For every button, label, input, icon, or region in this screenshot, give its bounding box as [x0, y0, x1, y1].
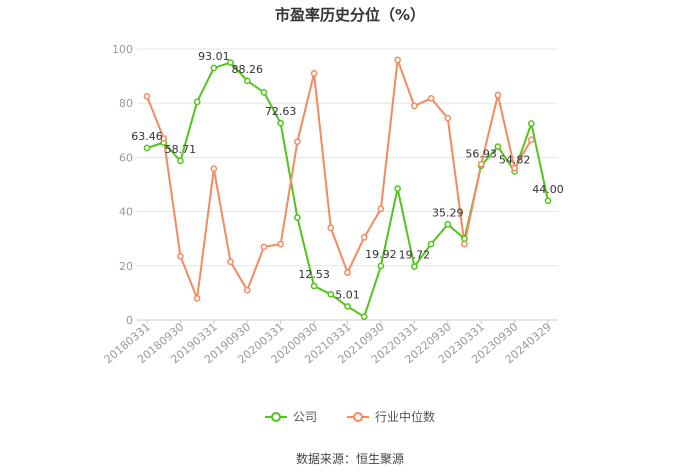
- series-line-company: [146, 61, 549, 318]
- data-label: 58.71: [165, 143, 197, 156]
- y-tick-label: 80: [119, 97, 133, 110]
- data-label: 63.46: [131, 130, 163, 143]
- data-point-company: [227, 59, 234, 66]
- data-point-company: [360, 313, 368, 321]
- data-label: 88.26: [232, 63, 264, 76]
- data-point-industry: [143, 93, 151, 100]
- data-point-company: [243, 77, 251, 85]
- data-point-company: [527, 120, 535, 127]
- data-point-company: [344, 303, 351, 310]
- series-lines: [146, 58, 549, 318]
- data-point-company: [193, 98, 201, 106]
- data-point-company: [410, 263, 418, 270]
- data-label: 19.72: [399, 249, 431, 262]
- y-tick-label: 40: [119, 206, 133, 219]
- data-point-industry: [227, 258, 234, 266]
- data-point-company: [294, 214, 301, 221]
- data-point-company: [210, 64, 218, 72]
- data-point-company: [177, 157, 184, 165]
- data-point-industry: [511, 164, 518, 172]
- y-tick-label: 0: [126, 314, 133, 327]
- y-tick-label: 100: [112, 43, 133, 56]
- data-point-company: [327, 290, 335, 298]
- legend-item-industry[interactable]: 行业中位数: [347, 408, 435, 425]
- legend-label-industry: 行业中位数: [375, 410, 436, 424]
- data-point-industry: [461, 240, 468, 248]
- data-label: 72.63: [265, 105, 297, 118]
- data-label: 54.82: [499, 153, 531, 166]
- data-point-industry: [360, 233, 368, 241]
- y-tick-label: 60: [119, 151, 133, 164]
- data-point-company: [444, 221, 452, 228]
- data-point-industry: [410, 102, 418, 110]
- data-point-industry: [294, 138, 301, 146]
- data-point-industry: [394, 56, 401, 64]
- chart-title: 市盈率历史分位（%）: [274, 6, 426, 24]
- data-point-industry: [527, 136, 535, 144]
- data-source: 数据来源：恒生聚源: [295, 452, 404, 466]
- data-point-industry: [327, 224, 335, 232]
- legend-label-company: 公司: [292, 410, 317, 424]
- data-point-company: [494, 143, 502, 150]
- data-point-industry: [427, 94, 435, 102]
- series-points: [143, 56, 552, 321]
- data-label: 35.29: [432, 206, 464, 219]
- data-point-company: [260, 89, 268, 96]
- x-axis: 2018033120180930201903312019093020200331…: [102, 319, 558, 366]
- data-label: 93.01: [198, 50, 230, 63]
- legend-item-company[interactable]: 公司: [264, 408, 317, 425]
- data-point-industry: [494, 91, 502, 99]
- data-label: 56.93: [465, 148, 497, 161]
- data-point-company: [277, 119, 285, 127]
- data-point-industry: [344, 269, 351, 276]
- data-point-industry: [377, 205, 385, 213]
- data-label: 44.00: [532, 183, 564, 196]
- data-point-company: [394, 185, 401, 192]
- data-point-industry: [277, 240, 285, 248]
- data-label: 5.01: [335, 288, 360, 301]
- data-point-company: [143, 144, 151, 152]
- data-point-company: [377, 262, 385, 270]
- data-point-industry: [160, 135, 168, 142]
- data-point-company: [544, 197, 552, 205]
- data-point-industry: [477, 160, 485, 168]
- legend-swatch-industry: [347, 411, 369, 422]
- data-point-company: [427, 240, 435, 248]
- data-label: 19.92: [365, 248, 397, 261]
- data-point-industry: [243, 286, 251, 294]
- y-tick-label: 20: [119, 260, 133, 273]
- data-point-industry: [310, 70, 318, 77]
- y-axis: 0 20 40 60 80 100: [112, 43, 133, 327]
- legend-swatch-company: [264, 411, 287, 422]
- data-point-industry: [444, 114, 452, 122]
- data-label: 12.53: [298, 268, 330, 281]
- legend: 公司 行业中位数: [0, 408, 700, 425]
- data-point-industry: [193, 294, 201, 302]
- data-point-industry: [177, 252, 184, 260]
- series-line-industry: [146, 58, 533, 300]
- data-point-industry: [260, 243, 268, 251]
- data-point-company: [310, 282, 318, 290]
- data-point-company: [461, 235, 468, 243]
- data-point-industry: [210, 165, 218, 173]
